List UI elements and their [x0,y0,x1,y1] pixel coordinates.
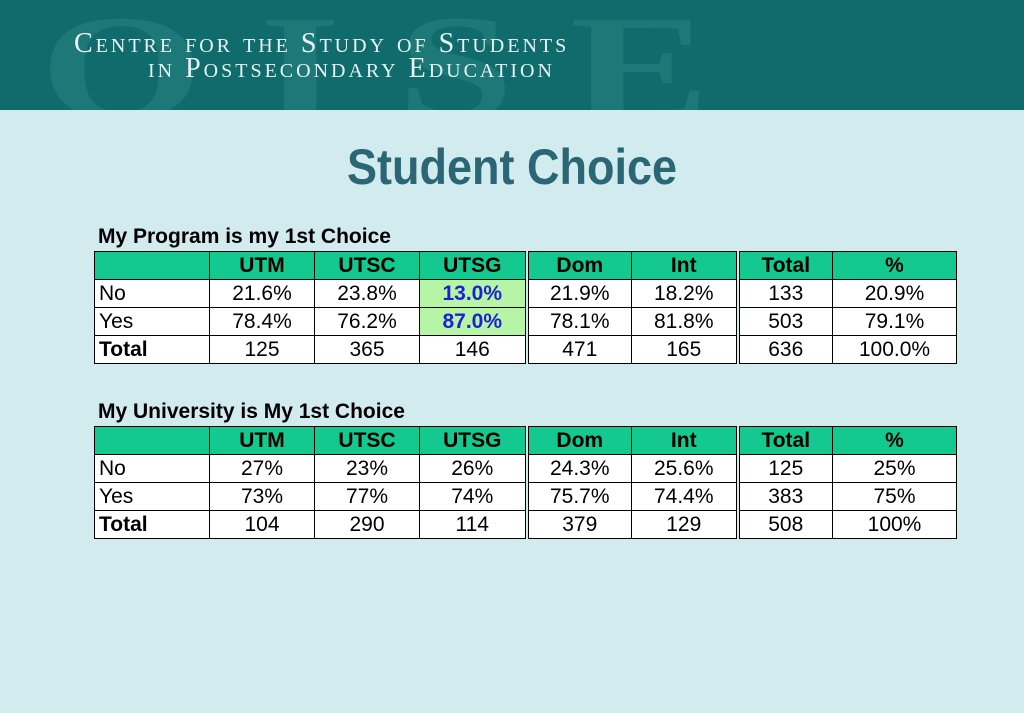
table-total-row: Total 125 365 146 471 165 636 100.0% [94,335,957,364]
table-cell: 365 [314,335,420,364]
table-2-caption: My University is My 1st Choice [98,400,405,423]
table-cell: 20.9% [832,279,957,308]
row-label: Total [94,335,210,364]
table-cell: 21.9% [526,279,632,308]
row-label: Total [94,510,210,539]
table-row: No 27% 23% 26% 24.3% 25.6% 125 25% [94,454,957,483]
table-cell: 74% [419,482,529,511]
university-choice-table: UTM UTSC UTSG Dom Int Total % No 27% 23%… [94,426,957,539]
page-title: Student Choice [346,139,678,195]
table-header-row: UTM UTSC UTSG Dom Int Total % [94,251,957,280]
row-label: No [94,454,210,483]
header-line-2: in Postsecondary Education [148,53,555,84]
table-cell: 18.2% [631,279,740,308]
table-cell: 129 [631,510,740,539]
table-total-row: Total 104 290 114 379 129 508 100% [94,510,957,539]
table-cell: 125 [737,454,833,483]
table-row: No 21.6% 23.8% 13.0% 21.9% 18.2% 133 20.… [94,279,957,308]
table-cell: 24.3% [526,454,632,483]
row-label: Yes [94,482,210,511]
oise-watermark-logo: OISE [40,0,766,110]
table-cell: 23% [314,454,420,483]
table-cell: 100% [832,510,957,539]
header-cell-percent: % [832,251,957,280]
table-cell: 25% [832,454,957,483]
header-cell [94,251,210,280]
header-cell-utsg: UTSG [419,426,529,455]
table-cell: 508 [737,510,833,539]
table-cell: 104 [209,510,315,539]
table-cell: 290 [314,510,420,539]
header-cell-utm: UTM [209,251,315,280]
row-label: No [94,279,210,308]
table-cell: 25.6% [631,454,740,483]
table-cell: 75% [832,482,957,511]
header-cell-utsg: UTSG [419,251,529,280]
header-cell [94,426,210,455]
row-label: Yes [94,307,210,336]
table-cell: 383 [737,482,833,511]
table-cell: 23.8% [314,279,420,308]
table-cell: 503 [737,307,833,336]
program-choice-table: UTM UTSC UTSG Dom Int Total % No 21.6% 2… [94,251,957,364]
header-line-1: Centre for the Study of Students [74,28,570,59]
table-header-row: UTM UTSC UTSG Dom Int Total % [94,426,957,455]
table-cell: 73% [209,482,315,511]
table-cell: 74.4% [631,482,740,511]
table-row: Yes 73% 77% 74% 75.7% 74.4% 383 75% [94,482,957,511]
table-cell: 26% [419,454,529,483]
table-cell: 165 [631,335,740,364]
table-cell: 21.6% [209,279,315,308]
table-cell: 27% [209,454,315,483]
header-cell-dom: Dom [526,426,632,455]
table-1-caption: My Program is my 1st Choice [98,225,391,248]
table-cell: 75.7% [526,482,632,511]
highlighted-cell: 87.0% [419,307,529,336]
table-cell: 78.4% [209,307,315,336]
table-cell: 78.1% [526,307,632,336]
header-cell-int: Int [631,251,740,280]
table-cell: 636 [737,335,833,364]
header-cell-dom: Dom [526,251,632,280]
header-cell-total: Total [737,251,833,280]
table-cell: 76.2% [314,307,420,336]
header-banner: OISE Centre for the Study of Students in… [0,0,1024,110]
table-cell: 81.8% [631,307,740,336]
table-cell: 79.1% [832,307,957,336]
table-cell: 77% [314,482,420,511]
header-cell-total: Total [737,426,833,455]
table-cell: 125 [209,335,315,364]
table-row: Yes 78.4% 76.2% 87.0% 78.1% 81.8% 503 79… [94,307,957,336]
table-cell: 100.0% [832,335,957,364]
table-cell: 114 [419,510,529,539]
header-cell-percent: % [832,426,957,455]
header-cell-utm: UTM [209,426,315,455]
highlighted-cell: 13.0% [419,279,529,308]
table-cell: 471 [526,335,632,364]
header-cell-utsc: UTSC [314,251,420,280]
table-cell: 379 [526,510,632,539]
header-cell-int: Int [631,426,740,455]
table-cell: 146 [419,335,529,364]
table-cell: 133 [737,279,833,308]
header-cell-utsc: UTSC [314,426,420,455]
